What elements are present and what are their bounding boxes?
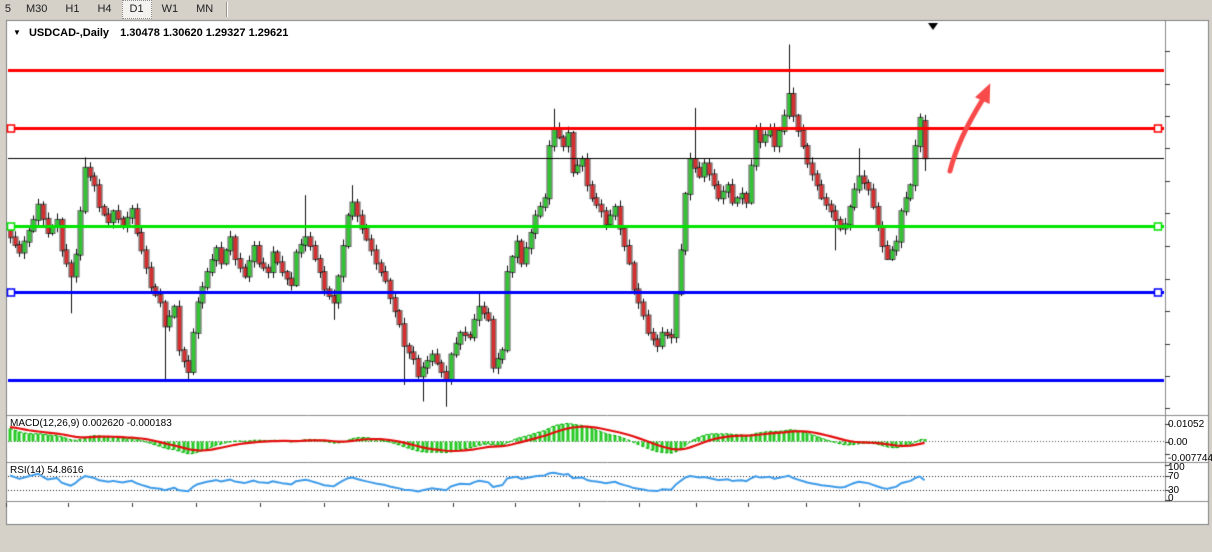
rsi-indicator-label: RSI(14) 54.8616 xyxy=(10,465,83,476)
macd-axis-label: -0.007744 xyxy=(1168,453,1212,465)
rsi-name: RSI(14) xyxy=(10,465,45,476)
symbol-dropdown-icon[interactable]: ▼ xyxy=(13,28,21,37)
macd-main-value: 0.002620 xyxy=(82,418,124,429)
rsi-value: 54.8616 xyxy=(47,465,84,476)
macd-axis-label: 0.00 xyxy=(1168,436,1188,448)
macd-indicator-label: MACD(12,26,9) 0.002620 -0.000183 xyxy=(10,418,172,429)
rsi-axis-label: 70 xyxy=(1168,470,1180,482)
macd-name: MACD(12,26,9) xyxy=(10,418,80,429)
macd-axis-label: 0.01052 xyxy=(1168,419,1205,431)
timeframe-button-M30[interactable]: M30 xyxy=(26,3,48,15)
timeframe-button-H4[interactable]: H4 xyxy=(97,3,112,15)
rsi-axis-label: 0 xyxy=(1168,493,1174,504)
timeframe-button-D1[interactable]: D1 xyxy=(121,0,152,19)
timeframe-button-W1[interactable]: W1 xyxy=(161,3,179,15)
chart-symbol-label: USDCAD-,Daily xyxy=(28,27,110,39)
toolbar-separator xyxy=(226,2,229,17)
rsi-axis-label: 30 xyxy=(1168,485,1180,496)
timeframe-button-H1[interactable]: H1 xyxy=(65,3,80,15)
rsi-axis-label: 100 xyxy=(1168,462,1185,473)
timeframe-toolbar: 5 M30 H1 H4 D1 W1 MN xyxy=(0,0,1212,19)
chart-title-row: ▼ USDCAD-,Daily 1.30478 1.30620 1.29327 … xyxy=(13,27,288,39)
timeframe-button-5[interactable]: 5 xyxy=(4,3,11,15)
chart-ohlc-values: 1.30478 1.30620 1.29327 1.29621 xyxy=(120,27,289,39)
timeframe-button-MN[interactable]: MN xyxy=(196,3,214,15)
macd-signal-value: -0.000183 xyxy=(126,418,172,429)
